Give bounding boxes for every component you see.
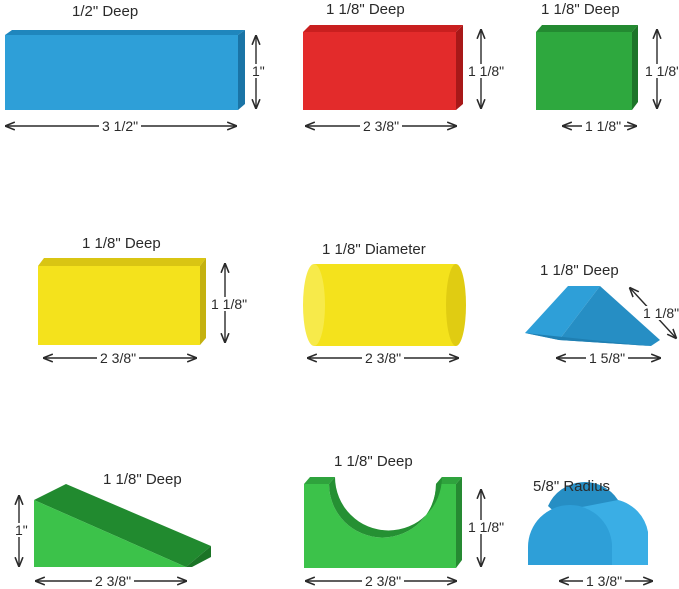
b8-height-label: 1 1/8"	[465, 520, 508, 534]
b3-height-label: 1 1/8"	[642, 64, 679, 78]
b8-depth-label: 1 1/8" Deep	[334, 453, 413, 470]
b2-width-label: 2 3/8"	[360, 119, 403, 133]
b7-depth-label: 1 1/8" Deep	[103, 471, 182, 488]
b9-width-label: 1 3/8"	[583, 574, 626, 588]
b6-depth-label: 1 1/8" Deep	[540, 262, 619, 279]
b2-depth-label: 1 1/8" Deep	[326, 1, 405, 18]
b6-height-label: 1 1/8"	[640, 306, 679, 320]
b7-width-label: 2 3/8"	[92, 574, 135, 588]
green-cube-block	[536, 25, 638, 110]
b6-width-label: 1 5/8"	[586, 351, 629, 365]
b4-height-label: 1 1/8"	[208, 297, 251, 311]
b3-width-label: 1 1/8"	[582, 119, 625, 133]
b5-width-label: 2 3/8"	[362, 351, 405, 365]
b9-radius-label: 5/8" Radius	[533, 478, 611, 495]
b4-depth-label: 1 1/8" Deep	[82, 235, 161, 252]
green-arch-block	[304, 477, 462, 568]
b4-width-label: 2 3/8"	[97, 351, 140, 365]
blue-half-cylinder-block	[528, 482, 648, 565]
b5-diameter-label: 1 1/8" Diameter	[322, 241, 426, 258]
b2-height-label: 1 1/8"	[465, 64, 508, 78]
b8-width-label: 2 3/8"	[362, 574, 405, 588]
green-wedge-block	[34, 484, 211, 567]
b3-depth-label: 1 1/8" Deep	[541, 1, 620, 18]
yellow-cylinder-block	[303, 264, 466, 346]
blue-long-block	[5, 30, 245, 110]
red-block	[303, 25, 463, 110]
b1-width-label: 3 1/2"	[99, 119, 142, 133]
yellow-block	[38, 258, 206, 345]
b7-height-label: 1"	[12, 523, 31, 537]
b1-depth-label: 1/2" Deep	[72, 3, 139, 20]
b1-height-label: 1"	[249, 64, 268, 78]
